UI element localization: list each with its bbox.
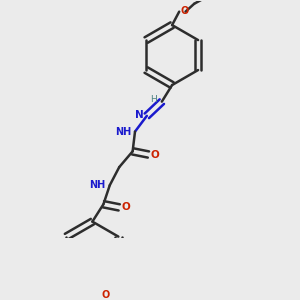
Text: NH: NH [90, 180, 106, 190]
Text: O: O [181, 6, 189, 16]
Text: O: O [122, 202, 130, 212]
Text: H: H [150, 95, 157, 104]
Text: N: N [135, 110, 144, 120]
Text: O: O [151, 149, 160, 160]
Text: O: O [102, 290, 110, 300]
Text: NH: NH [115, 127, 131, 136]
